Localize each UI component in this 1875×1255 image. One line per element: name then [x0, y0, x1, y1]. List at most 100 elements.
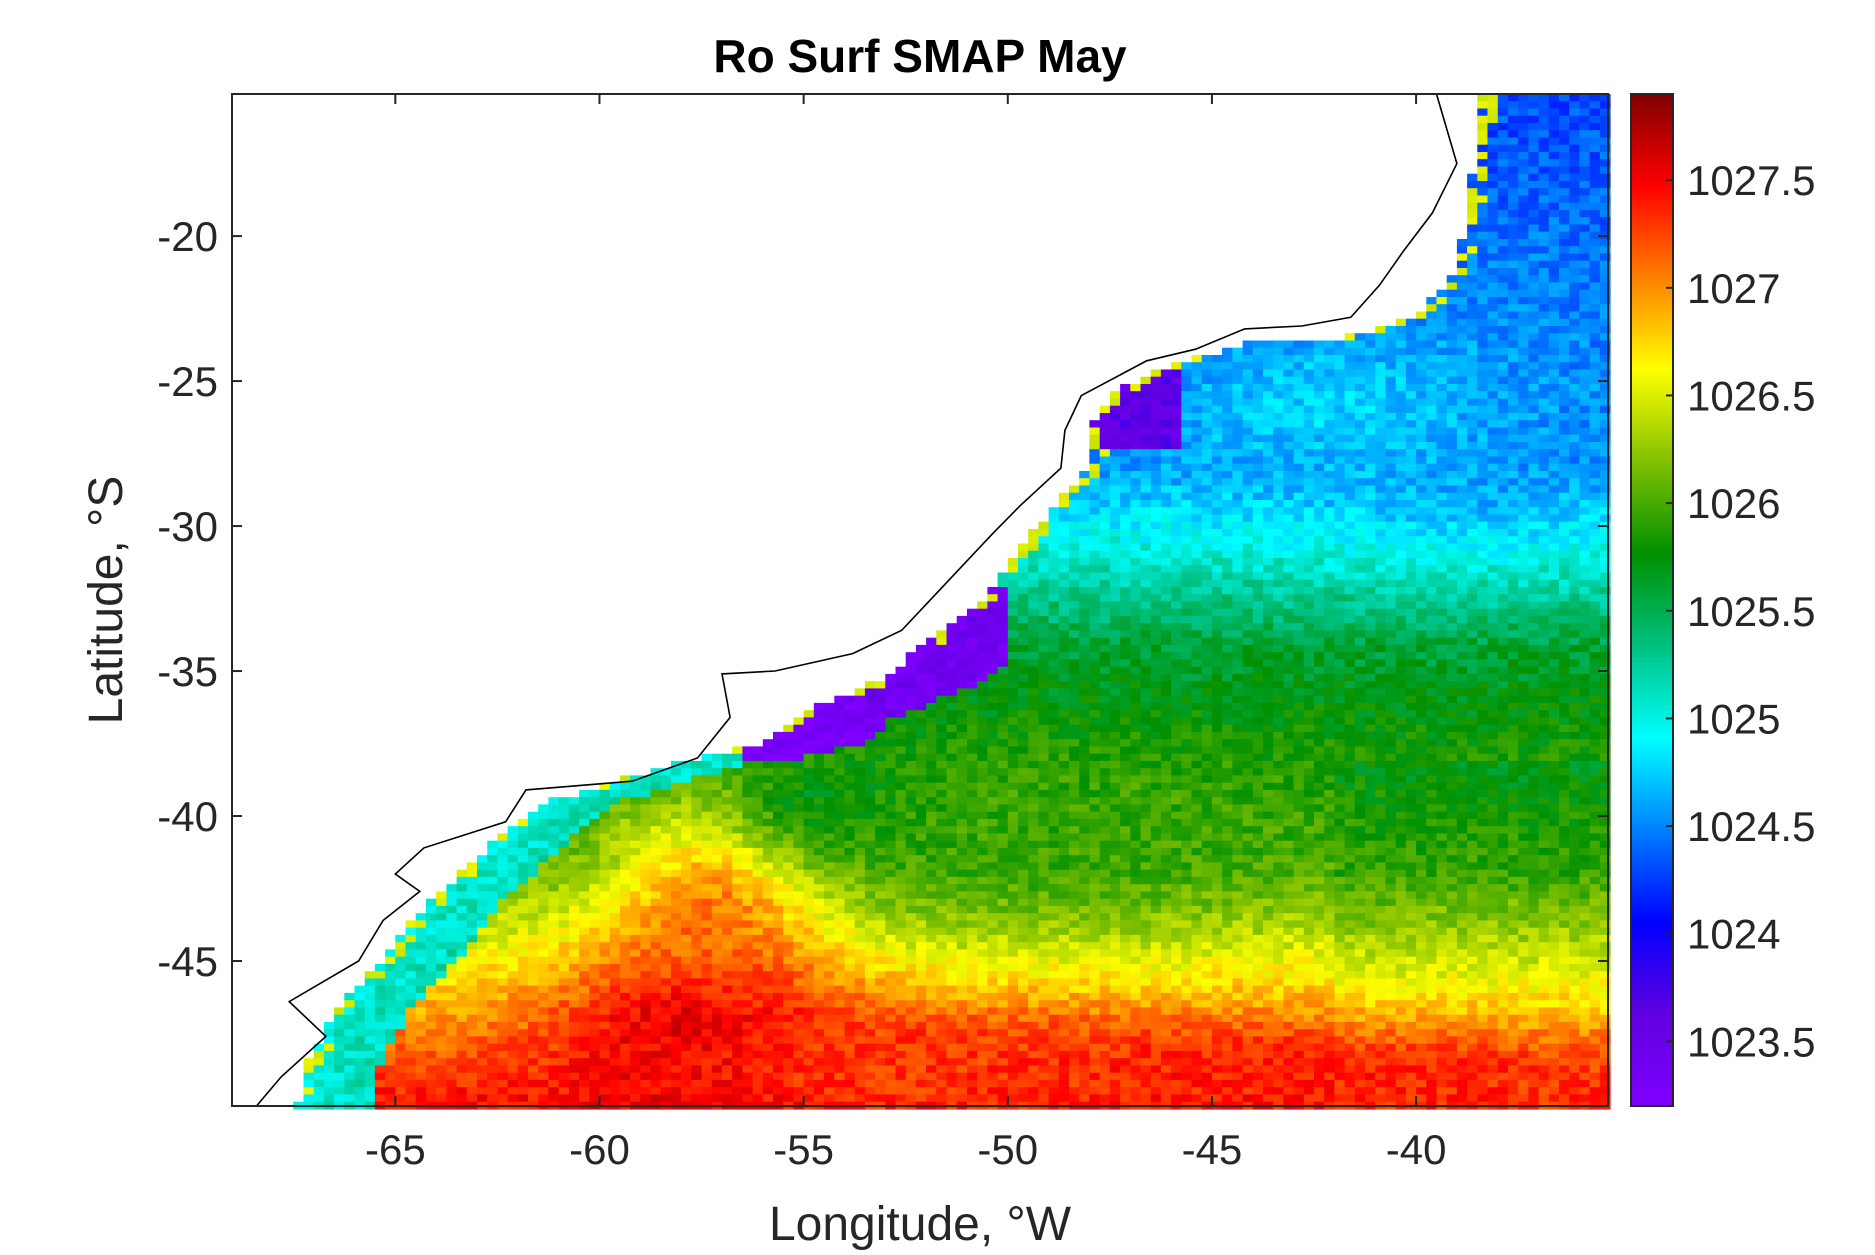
heatmap-cell [987, 673, 999, 682]
heatmap-cell [1120, 644, 1131, 653]
heatmap-cell [1354, 405, 1366, 414]
heatmap-cell [1089, 818, 1101, 827]
heatmap-cell [1303, 746, 1315, 755]
heatmap-cell [1099, 608, 1111, 617]
heatmap-cell [1436, 572, 1448, 581]
heatmap-cell [1405, 355, 1417, 363]
heatmap-cell [1538, 637, 1550, 646]
heatmap-cell [1477, 434, 1489, 443]
heatmap-cell [1589, 500, 1601, 508]
heatmap-cell [956, 630, 968, 639]
heatmap-cell [1416, 369, 1427, 378]
heatmap-cell [1150, 413, 1162, 421]
heatmap-cell [1508, 217, 1519, 226]
heatmap-cell [1344, 652, 1356, 661]
heatmap-cell [1487, 101, 1499, 110]
heatmap-cell [1293, 782, 1305, 791]
heatmap-cell [1079, 601, 1091, 610]
heatmap-cell [1426, 558, 1438, 566]
heatmap-cell [1140, 717, 1152, 726]
heatmap-cell [1518, 463, 1530, 472]
heatmap-cell [1599, 507, 1611, 516]
heatmap-cell [1191, 572, 1203, 581]
heatmap-cell [1038, 724, 1050, 733]
heatmap-cell [1589, 297, 1601, 305]
heatmap-cell [803, 768, 815, 777]
heatmap-cell [1120, 514, 1131, 523]
heatmap-cell [1314, 507, 1325, 516]
heatmap-cell [1038, 826, 1050, 835]
heatmap-cell [1130, 434, 1142, 443]
heatmap-cell [1569, 717, 1581, 726]
heatmap-cell [1467, 333, 1478, 342]
heatmap-cell [1334, 427, 1346, 436]
heatmap-cell [1446, 695, 1458, 704]
heatmap-cell [1191, 811, 1203, 820]
heatmap-cell [1477, 702, 1489, 711]
heatmap-cell [1589, 717, 1601, 726]
heatmap-cell [1487, 166, 1499, 175]
heatmap-cell [1140, 739, 1152, 748]
heatmap-cell [1314, 731, 1325, 740]
heatmap-cell [1436, 434, 1448, 443]
heatmap-cell [1263, 797, 1274, 806]
heatmap-cell [1334, 543, 1346, 552]
heatmap-cell [1395, 333, 1407, 342]
heatmap-cell [1120, 405, 1131, 414]
heatmap-cell [997, 797, 1009, 806]
heatmap-cell [1385, 760, 1397, 769]
heatmap-cell [875, 739, 886, 748]
heatmap-cell [987, 710, 999, 719]
heatmap-cell [1201, 739, 1213, 748]
heatmap-cell [1293, 492, 1305, 501]
heatmap-cell [1456, 775, 1468, 784]
heatmap-cell [1232, 775, 1244, 784]
heatmap-cell [987, 608, 999, 617]
heatmap-cell [1150, 681, 1162, 690]
heatmap-cell [691, 804, 703, 813]
heatmap-cell [1007, 695, 1019, 704]
heatmap-cell [1171, 811, 1182, 820]
heatmap-cell [977, 695, 989, 704]
heatmap-cell [1201, 398, 1213, 407]
heatmap-cell [1477, 304, 1489, 313]
heatmap-cell [1375, 391, 1387, 400]
heatmap-cell [1487, 673, 1499, 682]
heatmap-cell [1007, 587, 1019, 595]
heatmap-cell [558, 818, 570, 827]
heatmap-cell [1548, 405, 1560, 414]
heatmap-cell [967, 688, 978, 697]
heatmap-cell [1487, 797, 1499, 806]
heatmap-cell [1273, 369, 1285, 378]
heatmap-cell [1559, 297, 1570, 305]
heatmap-cell [1222, 413, 1233, 421]
heatmap-cell [946, 688, 958, 697]
heatmap-cell [1222, 347, 1233, 356]
heatmap-cell [558, 804, 570, 813]
heatmap-cell [1487, 688, 1499, 697]
heatmap-cell [1232, 826, 1244, 835]
heatmap-cell [1569, 739, 1581, 748]
heatmap-cell [1150, 456, 1162, 465]
heatmap-cell [1314, 717, 1325, 726]
heatmap-cell [1599, 210, 1611, 218]
heatmap-cell [1334, 347, 1346, 356]
heatmap-cell [1416, 666, 1427, 675]
heatmap-cell [1518, 311, 1530, 320]
heatmap-cell [1079, 543, 1091, 552]
heatmap-cell [1395, 572, 1407, 581]
heatmap-cell [691, 775, 703, 784]
heatmap-cell [1569, 391, 1581, 400]
heatmap-cell [1385, 615, 1397, 624]
heatmap-cell [1191, 789, 1203, 798]
heatmap-cell [742, 760, 754, 769]
heatmap-cell [742, 746, 754, 755]
heatmap-cell [1508, 666, 1519, 675]
heatmap-cell [1395, 731, 1407, 740]
heatmap-cell [1426, 717, 1438, 726]
heatmap-cell [1528, 376, 1540, 385]
heatmap-cell [1232, 369, 1244, 378]
heatmap-cell [1303, 637, 1315, 646]
heatmap-cell [824, 702, 835, 711]
heatmap-cell [1344, 355, 1356, 363]
